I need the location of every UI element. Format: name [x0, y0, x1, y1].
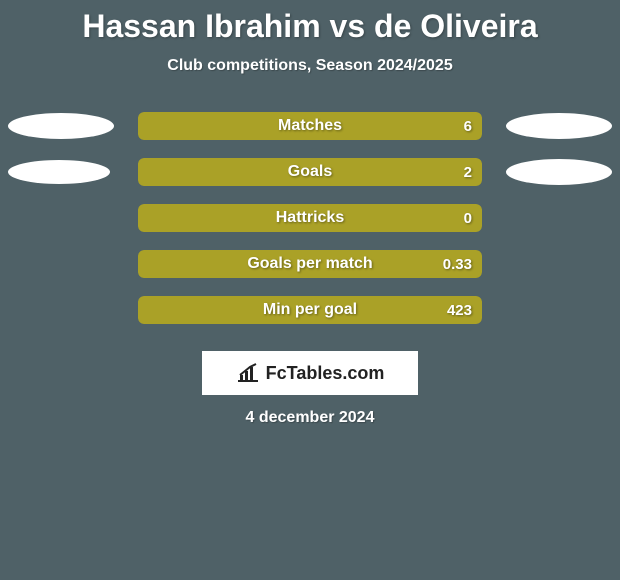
subtitle: Club competitions, Season 2024/2025 [0, 57, 620, 75]
logo-box: FcTables.com [202, 351, 418, 395]
player-right-ellipse [506, 159, 612, 185]
stat-bar: Goals2 [138, 158, 482, 186]
stat-bar-fill [138, 204, 482, 232]
bar-chart-icon [236, 363, 260, 383]
stat-row: Goals2 [0, 149, 620, 195]
logo-text-prefix: Fc [266, 363, 287, 383]
stat-row: Hattricks0 [0, 195, 620, 241]
stat-row: Min per goal423 [0, 287, 620, 333]
logo-text-suffix: Tables.com [287, 363, 385, 383]
stat-row: Matches6 [0, 103, 620, 149]
player-right-ellipse [506, 113, 612, 139]
stat-bar: Matches6 [138, 112, 482, 140]
stat-bar: Goals per match0.33 [138, 250, 482, 278]
comparison-card: Hassan Ibrahim vs de Oliveira Club compe… [0, 0, 620, 580]
date: 4 december 2024 [0, 409, 620, 427]
stat-bar-fill [138, 158, 482, 186]
page-title: Hassan Ibrahim vs de Oliveira [0, 0, 620, 45]
stat-bar-fill [138, 296, 482, 324]
logo-text: FcTables.com [266, 363, 385, 384]
stat-bar: Min per goal423 [138, 296, 482, 324]
stat-bar-fill [138, 250, 482, 278]
player-left-ellipse [8, 160, 110, 184]
stat-bar-fill [138, 112, 482, 140]
stat-row: Goals per match0.33 [0, 241, 620, 287]
stats-block: Matches6 Goals2 Hattricks0 Goals per match0… [0, 103, 620, 333]
player-left-ellipse [8, 113, 114, 139]
stat-bar: Hattricks0 [138, 204, 482, 232]
